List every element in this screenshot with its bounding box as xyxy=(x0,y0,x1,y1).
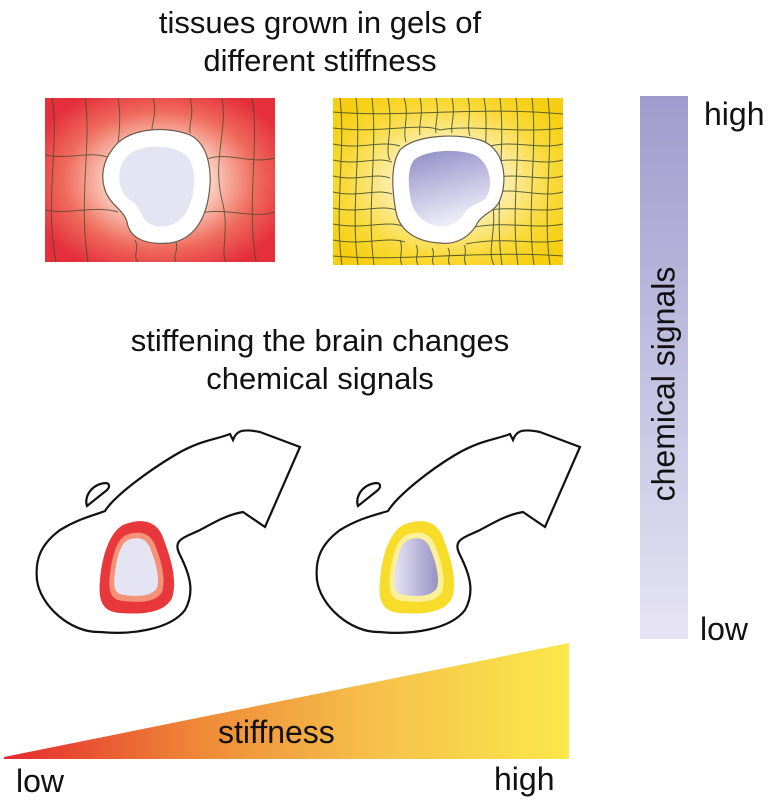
middle-title: stiffening the brain changes chemical si… xyxy=(60,322,580,398)
chemical-high-label: high xyxy=(704,96,765,132)
brain-soft xyxy=(35,429,302,634)
middle-title-line2: chemical signals xyxy=(206,361,434,396)
soft-gel-panel xyxy=(45,98,275,262)
stiffness-high-label: high xyxy=(494,761,555,797)
chemical-signals-bar xyxy=(640,96,688,639)
brain-stiff xyxy=(315,429,582,634)
stiffness-low-label: low xyxy=(16,763,65,799)
middle-title-line1: stiffening the brain changes xyxy=(130,323,510,358)
chemical-low-label: low xyxy=(700,611,749,647)
stiffness-wedge xyxy=(4,643,569,759)
top-title-line1: tissues grown in gels of xyxy=(158,5,482,40)
stiff-gel-panel xyxy=(333,98,563,265)
chemical-signals-text: chemical signals xyxy=(645,266,682,502)
top-title-line2: different stiffness xyxy=(203,43,437,78)
stiffness-label: stiffness xyxy=(218,714,335,750)
top-title: tissues grown in gels of different stiff… xyxy=(60,4,580,80)
